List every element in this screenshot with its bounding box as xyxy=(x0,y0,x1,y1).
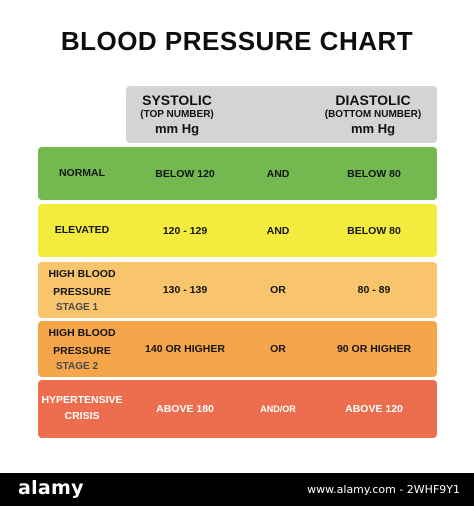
connector-label: OR xyxy=(270,284,286,296)
footer-bar: alamy www.alamy.com - 2WHF9Y1 xyxy=(0,473,474,506)
diastolic-subtitle: (BOTTOM NUMBER) xyxy=(324,109,422,121)
connector-label: AND xyxy=(266,224,290,237)
category-label: HYPERTENSIVE CRISIS xyxy=(41,394,123,422)
category-label: ELEVATED xyxy=(54,224,110,237)
image-id: www.alamy.com - 2WHF9Y1 xyxy=(307,483,460,496)
diastolic-value: 80 - 89 xyxy=(357,284,391,296)
diastolic-value: BELOW 80 xyxy=(347,224,401,237)
category-cell: HYPERTENSIVE CRISIS xyxy=(38,380,126,438)
category-cell: HIGH BLOOD PRESSURE STAGE 2 xyxy=(38,321,126,377)
connector-label: AND xyxy=(266,167,290,180)
category-stage: STAGE 2 xyxy=(56,361,99,373)
systolic-value: BELOW 120 xyxy=(155,167,215,180)
connector-label: OR xyxy=(270,343,286,355)
alamy-logo: alamy xyxy=(18,477,84,499)
category-stage: STAGE 1 xyxy=(56,302,99,314)
diastolic-header: DIASTOLIC (BOTTOM NUMBER) mm Hg xyxy=(298,92,448,137)
category-row: HYPERTENSIVE CRISIS ABOVE 180 AND/OR ABOVE … xyxy=(38,380,437,438)
diastolic-value: BELOW 80 xyxy=(347,167,401,180)
systolic-label: SYSTOLIC xyxy=(142,92,212,108)
category-cell: NORMAL xyxy=(38,147,126,200)
column-header: SYSTOLIC (TOP NUMBER) mm Hg DIASTOLIC (B… xyxy=(126,86,437,143)
diastolic-label: DIASTOLIC xyxy=(335,92,411,108)
systolic-value: 140 OR HIGHER xyxy=(145,343,225,355)
category-label: HIGH BLOOD PRESSURE xyxy=(48,326,116,357)
category-row: ELEVATED 120 - 129 AND BELOW 80 xyxy=(38,204,437,257)
chart-title: BLOOD PRESSURE CHART xyxy=(60,26,414,56)
diastolic-value: 90 OR HIGHER xyxy=(336,343,412,355)
systolic-unit: mm Hg xyxy=(154,120,200,136)
connector-label: AND/OR xyxy=(260,404,296,414)
category-row: NORMAL BELOW 120 AND BELOW 80 xyxy=(38,147,437,200)
category-label: HIGH BLOOD PRESSURE xyxy=(48,267,116,298)
category-row: HIGH BLOOD PRESSURE STAGE 2 140 OR HIGHER O… xyxy=(38,321,437,377)
systolic-subtitle: (TOP NUMBER) xyxy=(140,109,214,121)
category-row: HIGH BLOOD PRESSURE STAGE 1 130 - 139 OR 80 … xyxy=(38,262,437,318)
diastolic-unit: mm Hg xyxy=(350,120,396,136)
systolic-value: 130 - 139 xyxy=(162,284,208,296)
category-cell: ELEVATED xyxy=(38,204,126,257)
diastolic-value: ABOVE 120 xyxy=(345,403,403,415)
category-cell: HIGH BLOOD PRESSURE STAGE 1 xyxy=(38,262,126,318)
category-label: NORMAL xyxy=(58,167,106,180)
systolic-header: SYSTOLIC (TOP NUMBER) mm Hg xyxy=(102,92,252,137)
systolic-value: 120 - 129 xyxy=(162,224,208,237)
systolic-value: ABOVE 180 xyxy=(156,403,214,415)
